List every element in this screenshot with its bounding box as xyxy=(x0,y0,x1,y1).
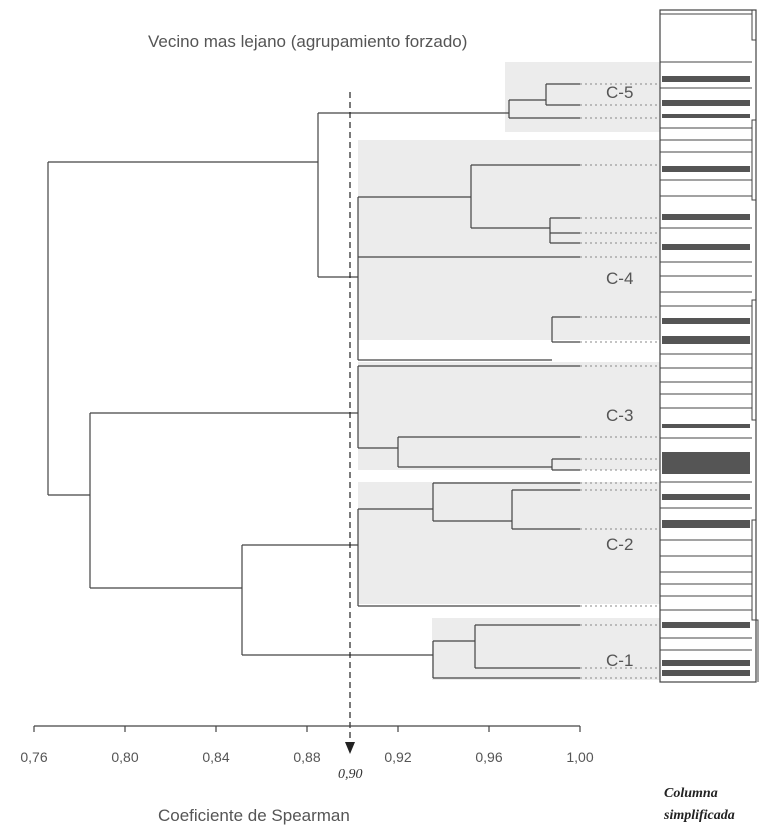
x-tick-label: 0,76 xyxy=(20,749,47,765)
column-band-dark xyxy=(662,100,750,106)
column-band-dark xyxy=(662,520,750,528)
x-tick-label: 1,00 xyxy=(566,749,593,765)
column-band-dark xyxy=(662,494,750,500)
column-band-dark xyxy=(662,76,750,82)
column-profile xyxy=(751,10,759,682)
c1-branch xyxy=(432,624,580,679)
x-tick-label: 0,96 xyxy=(475,749,502,765)
column-label: Columna simplificada xyxy=(664,783,735,827)
column-band-dark xyxy=(662,660,750,666)
column-band-dark xyxy=(662,424,750,428)
threshold-arrow-icon xyxy=(345,742,355,754)
c3-branch xyxy=(357,365,580,471)
x-tick-label: 0,92 xyxy=(384,749,411,765)
x-tick-label: 0,84 xyxy=(202,749,229,765)
threshold-label: 0,90 xyxy=(338,767,363,782)
leaf-extensions xyxy=(580,83,660,679)
column-band-dark xyxy=(662,670,750,676)
simplified-column xyxy=(659,9,759,683)
chart-title: Vecino mas lejano (agrupamiento forzado) xyxy=(148,32,468,51)
root-link xyxy=(47,161,318,496)
lower-link xyxy=(89,412,358,589)
column-band-dark xyxy=(662,114,750,118)
column-band-dark xyxy=(662,166,750,172)
c5-branch xyxy=(508,83,580,119)
x-axis: 0,76 0,80 0,84 0,88 0,92 0,96 1,00 xyxy=(20,725,594,765)
column-band-dark xyxy=(662,336,750,344)
cluster-labels: C-5 C-4 C-3 C-2 C-1 xyxy=(606,83,633,670)
cluster-shade-c1 xyxy=(432,618,660,680)
column-band-dark xyxy=(662,214,750,220)
cluster-shade-c5 xyxy=(505,62,660,132)
cluster-label-c4: C-4 xyxy=(606,269,633,288)
cluster-label-c3: C-3 xyxy=(606,406,633,425)
cluster-shade-c2 xyxy=(358,482,660,604)
cluster-label-c1: C-1 xyxy=(606,651,633,670)
cluster-shading xyxy=(358,62,660,680)
cluster-label-c5: C-5 xyxy=(606,83,633,102)
x-tick-label: 0,88 xyxy=(293,749,320,765)
column-label-line2: simplificada xyxy=(664,808,735,823)
cluster-shade-c3 xyxy=(358,362,660,470)
x-tick-label: 0,80 xyxy=(111,749,138,765)
column-label-line1: Columna xyxy=(664,786,718,801)
column-band-dark xyxy=(662,318,750,324)
c4-branch xyxy=(357,164,580,361)
c21-link xyxy=(241,544,433,656)
column-band-dark xyxy=(662,244,750,250)
column-band-dark xyxy=(662,452,750,474)
threshold-marker: 0,90 xyxy=(338,92,363,782)
cluster-label-c2: C-2 xyxy=(606,535,633,554)
dendrogram-branches xyxy=(47,83,580,679)
x-axis-label: Coeficiente de Spearman xyxy=(158,806,350,825)
column-band-dark xyxy=(662,622,750,628)
cluster-shade-c4 xyxy=(358,140,660,340)
c2-branch xyxy=(357,482,580,607)
